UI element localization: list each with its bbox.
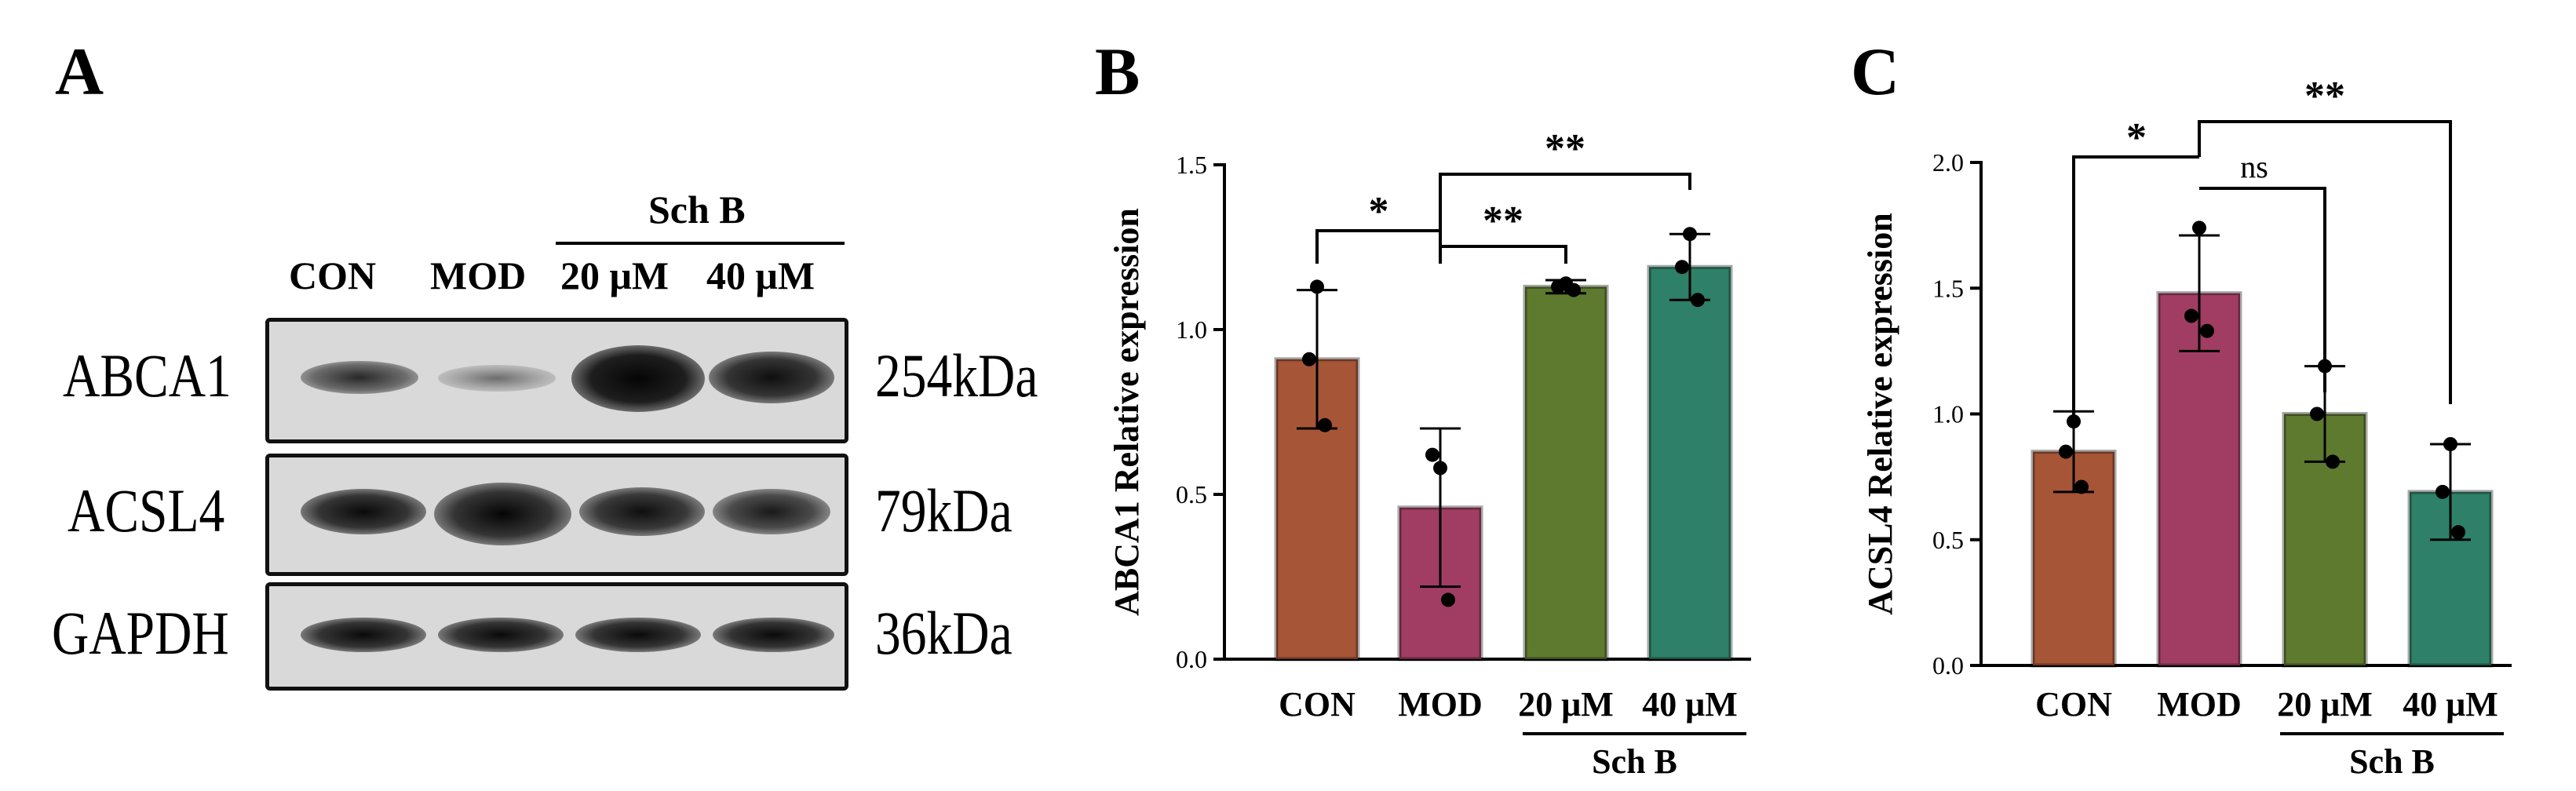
data-point-b-con-2 xyxy=(1318,417,1332,432)
y-tick-label-c-1: 0.5 xyxy=(1932,526,1964,554)
band-gapdh-40um xyxy=(713,618,834,652)
data-point-c-20um-1 xyxy=(2310,406,2324,421)
x-tick-label-b-con: CON xyxy=(1279,685,1356,724)
band-gapdh-mod xyxy=(438,618,564,652)
y-tick-label-c-0: 0.0 xyxy=(1932,651,1964,680)
protein-label-abca1: ABCA1 xyxy=(63,341,232,410)
blot-strip-acsl4 xyxy=(265,454,848,576)
sig-bracket-b-2 xyxy=(1439,173,1691,262)
band-abca1-con xyxy=(301,361,418,394)
band-acsl4-mod xyxy=(434,483,571,545)
band-acsl4-20um xyxy=(579,487,705,536)
protein-label-acsl4: ACSL4 xyxy=(68,476,225,545)
group-label-b: Sch B xyxy=(1592,742,1677,781)
bar-b-40um xyxy=(1647,264,1733,662)
y-tick-label-c-3: 1.5 xyxy=(1932,274,1964,302)
lane-label-con: CON xyxy=(289,253,377,297)
data-point-b-40um-0 xyxy=(1683,227,1697,242)
data-point-c-con-2 xyxy=(2074,479,2089,494)
lane-label-mod: MOD xyxy=(430,253,527,297)
x-tick-label-c-20um: 20 μM xyxy=(2277,685,2372,724)
protein-label-gapdh: GAPDH xyxy=(52,599,229,667)
group-label-c: Sch B xyxy=(2349,742,2435,781)
band-gapdh-con xyxy=(301,618,426,652)
sig-label-b-1: ** xyxy=(1483,199,1523,243)
bar-c-mod xyxy=(2156,291,2242,668)
y-axis-label-c: ACSL4 Relative expression xyxy=(1861,213,1899,615)
blot-strip-abca1 xyxy=(265,318,848,443)
data-point-b-mod-0 xyxy=(1433,461,1447,476)
lane-label-40um: 40 μM xyxy=(706,253,815,297)
sig-bracket-b-0 xyxy=(1315,229,1442,264)
data-point-b-con-0 xyxy=(1310,279,1324,294)
panel-letter-b: B xyxy=(1095,34,1140,109)
band-acsl4-con xyxy=(301,489,426,534)
sig-label-b-2: ** xyxy=(1545,126,1585,171)
data-point-b-40um-2 xyxy=(1691,293,1705,308)
data-point-c-20um-2 xyxy=(2326,454,2340,469)
sch-b-group-line xyxy=(556,242,845,245)
lane-label-20um: 20 μM xyxy=(560,253,670,297)
data-point-c-mod-0 xyxy=(2192,221,2206,235)
sig-bracket-c-2 xyxy=(2198,120,2452,404)
data-point-c-mod-2 xyxy=(2200,323,2214,338)
band-abca1-20um xyxy=(571,345,705,412)
kda-label-gapdh: 36kDa xyxy=(875,599,1013,667)
panel-letter-c: C xyxy=(1851,34,1900,109)
sch-b-group-label: Sch B xyxy=(648,188,746,231)
bar-b-20um xyxy=(1523,284,1609,662)
sig-label-b-0: * xyxy=(1369,189,1389,234)
data-point-b-20um-2 xyxy=(1567,282,1581,297)
data-point-c-40um-2 xyxy=(2451,525,2465,540)
y-tick-label-c-4: 2.0 xyxy=(1932,148,1964,177)
data-point-b-mod-2 xyxy=(1441,592,1455,607)
data-point-c-40um-0 xyxy=(2443,436,2457,451)
band-abca1-40um xyxy=(709,352,834,403)
y-axis-label-b: ABCA1 Relative expression xyxy=(1107,208,1146,616)
kda-label-acsl4: 79kDa xyxy=(875,476,1013,545)
x-tick-label-b-mod: MOD xyxy=(1398,685,1483,724)
sig-bracket-c-0 xyxy=(2072,155,2199,416)
blot-strip-gapdh xyxy=(265,582,848,691)
sig-label-c-2: ** xyxy=(2304,74,2345,118)
sig-label-c-1: ns xyxy=(2240,149,2268,184)
y-tick-label-c-2: 1.0 xyxy=(1932,400,1964,428)
data-point-b-40um-1 xyxy=(1675,260,1689,275)
band-abca1-mod xyxy=(438,365,556,392)
data-point-b-20um-1 xyxy=(1551,279,1565,294)
kda-label-abca1: 254kDa xyxy=(875,341,1038,410)
x-tick-label-c-con: CON xyxy=(2035,685,2112,724)
y-tick-label-b-1: 0.5 xyxy=(1176,480,1207,508)
x-tick-label-c-40um: 40 μM xyxy=(2403,685,2498,724)
data-point-c-con-0 xyxy=(2067,414,2081,429)
y-tick-label-b-3: 1.5 xyxy=(1176,151,1207,179)
sig-bracket-c-1 xyxy=(2199,187,2326,392)
sig-bracket-b-1 xyxy=(1439,245,1567,264)
sig-label-c-0: * xyxy=(2126,115,2147,160)
data-point-c-mod-1 xyxy=(2184,308,2198,323)
x-tick-label-b-40um: 40 μM xyxy=(1642,685,1737,724)
band-gapdh-20um xyxy=(575,618,701,652)
data-point-c-40um-1 xyxy=(2436,484,2450,499)
y-tick-label-b-0: 0.0 xyxy=(1176,645,1207,673)
y-tick-label-b-2: 1.0 xyxy=(1176,315,1207,344)
panel-letter-a: A xyxy=(55,34,104,109)
x-tick-label-c-mod: MOD xyxy=(2157,685,2242,724)
data-point-c-con-1 xyxy=(2059,444,2073,459)
data-point-b-con-1 xyxy=(1302,352,1316,366)
data-point-b-mod-1 xyxy=(1425,447,1439,462)
x-tick-label-b-20um: 20 μM xyxy=(1518,685,1613,724)
band-acsl4-40um xyxy=(713,489,830,534)
